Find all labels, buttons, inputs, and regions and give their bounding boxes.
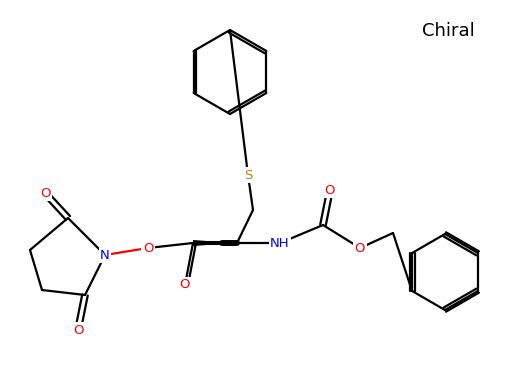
Text: O: O [143,241,153,254]
Polygon shape [193,240,237,246]
Text: O: O [325,184,335,196]
Text: O: O [73,323,83,336]
Text: N: N [100,248,110,261]
Text: S: S [244,169,252,181]
Text: O: O [180,278,190,291]
Text: Chiral: Chiral [422,22,475,40]
Text: NH: NH [270,236,290,249]
Text: O: O [355,241,365,254]
Text: O: O [40,186,50,199]
